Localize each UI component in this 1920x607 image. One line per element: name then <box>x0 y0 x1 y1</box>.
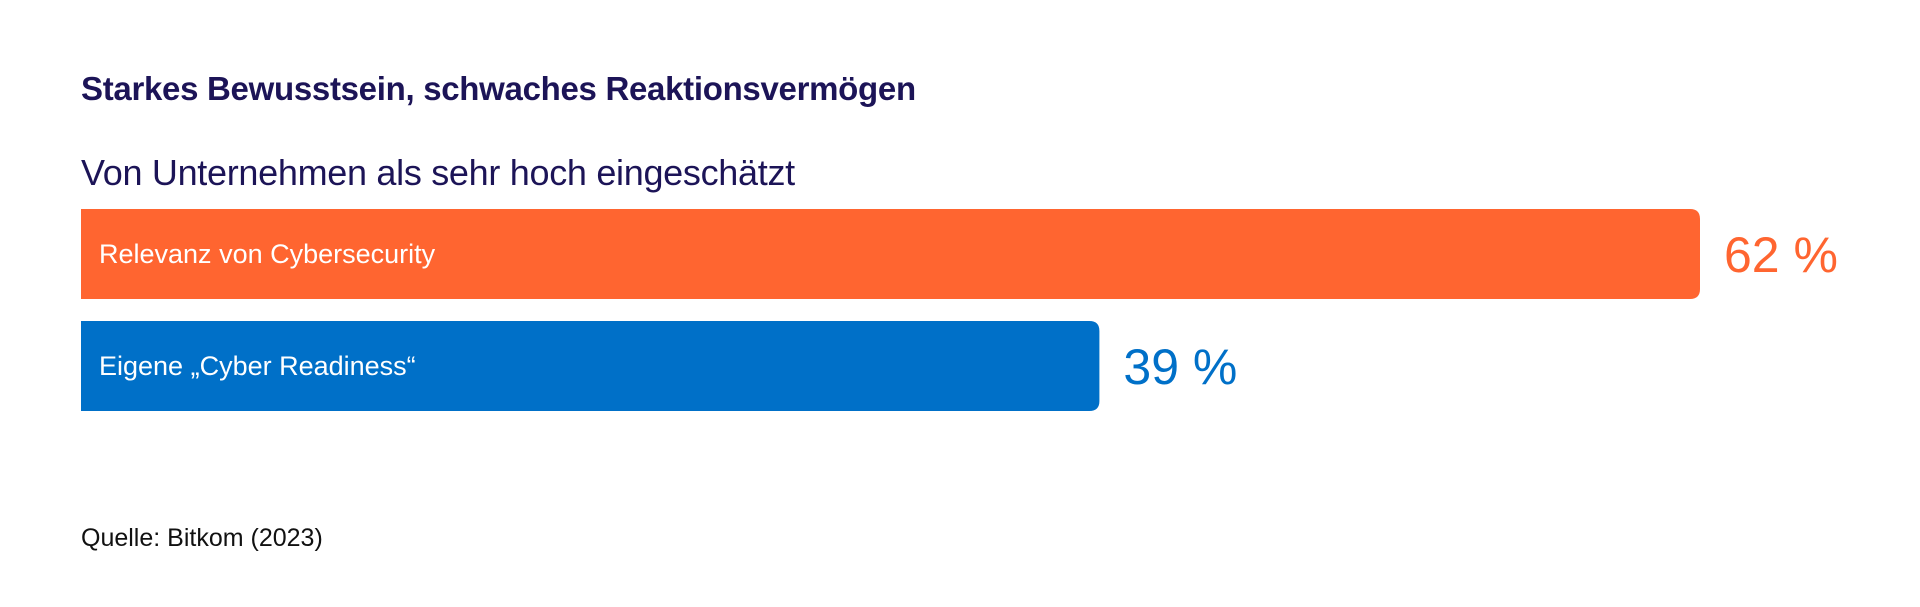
bar-label-2: Eigene „Cyber Readiness“ <box>99 351 416 381</box>
bars-group: Relevanz von Cybersecurity 62 % Eigene „Cy… <box>81 209 1838 411</box>
source-note: Quelle: Bitkom (2023) <box>81 524 323 552</box>
bar-label-1: Relevanz von Cybersecurity <box>99 239 436 269</box>
value-label-2: 39 % <box>1123 339 1237 395</box>
bar-1 <box>81 209 1700 299</box>
bar-2 <box>81 321 1100 411</box>
chart-title: Starkes Bewusstsein, schwaches Reaktions… <box>81 70 916 107</box>
chart-subtitle: Von Unternehmen als sehr hoch eingeschät… <box>81 152 795 193</box>
value-label-1: 62 % <box>1724 227 1838 283</box>
